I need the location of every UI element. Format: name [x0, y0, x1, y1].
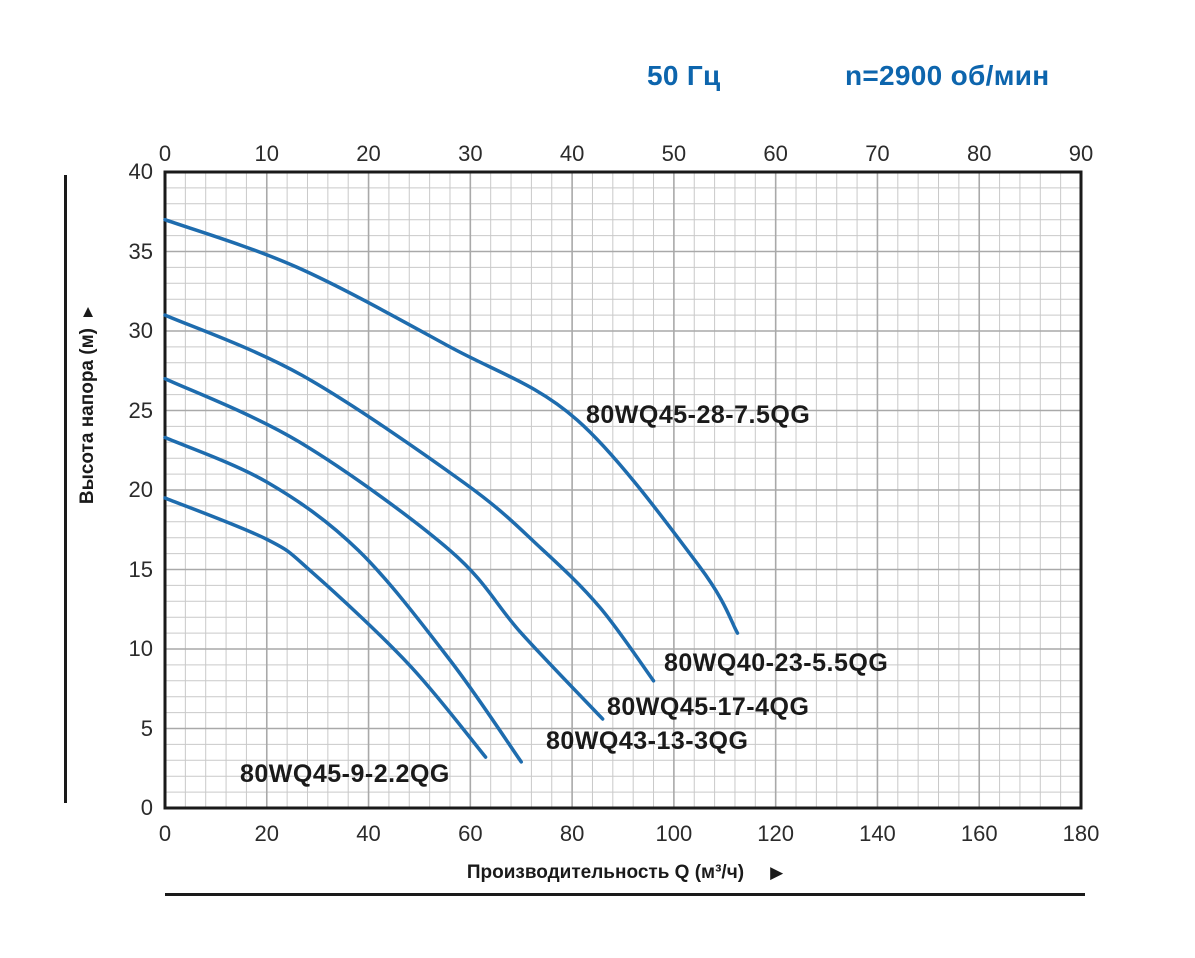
top-axis-tick: 60: [763, 141, 788, 166]
top-axis-tick: 70: [865, 141, 890, 166]
left-axis-tick: 35: [128, 238, 153, 264]
top-axis-tick: 10: [254, 141, 280, 166]
rotation-speed-label: n=2900 об/мин: [845, 60, 1050, 91]
left-axis-tick: 10: [128, 636, 153, 661]
x-axis-rule: [165, 893, 1085, 896]
bottom-axis-tick: 0: [158, 821, 172, 846]
bottom-axis-tick: 120: [757, 821, 795, 846]
x-axis-title-block: Производительность Q (м³/ч) ▶: [165, 862, 1085, 884]
curve-label: 80WQ45-28-7.5QG: [586, 401, 811, 429]
top-axis-tick: 40: [559, 141, 585, 166]
grid-major-lines: [165, 172, 1081, 808]
left-axis-tick: 40: [128, 159, 153, 184]
pump-curve: [163, 376, 605, 721]
bottom-axis-tick: 180: [1062, 821, 1100, 846]
bottom-axis-tick: 140: [859, 821, 896, 846]
top-axis-tick: 50: [661, 141, 687, 166]
bottom-axis-tick: 40: [356, 821, 381, 846]
left-axis-tick: 30: [128, 318, 153, 343]
y-axis-title-block: ▲ Высота напора (м): [68, 302, 108, 504]
top-axis-tick: 0: [158, 141, 172, 166]
left-axis-tick: 5: [140, 715, 153, 741]
curve-label: 80WQ40-23-5.5QG: [664, 649, 889, 677]
left-axis-tick: 20: [128, 477, 153, 502]
bottom-axis-tick: 20: [254, 821, 280, 846]
top-axis-tick: 80: [966, 141, 992, 166]
pump-curve: [163, 313, 656, 683]
pump-curves: [163, 217, 740, 764]
pump-curve: [163, 496, 488, 759]
bottom-axis-tick: 80: [559, 821, 585, 846]
bottom-axis-tick: 160: [960, 821, 998, 846]
left-axis-tick: 25: [128, 397, 153, 423]
up-arrow-icon: ▲: [79, 302, 97, 321]
pump-curve: [163, 435, 523, 764]
pump-curve: [163, 217, 740, 635]
bottom-axis-tick: 60: [458, 821, 483, 846]
x-axis-title: Производительность Q (м³/ч): [466, 862, 745, 883]
y-axis-rule: [64, 175, 67, 803]
left-axis-tick: 0: [140, 795, 153, 820]
bottom-axis-tick: 100: [655, 821, 693, 846]
left-axis-tick: 15: [128, 556, 153, 582]
top-axis-tick: 30: [458, 141, 483, 166]
top-axis-tick: 20: [356, 141, 381, 166]
curve-label: 80WQ45-9-2.2QG: [240, 760, 450, 788]
top-axis-tick: 90: [1068, 141, 1094, 166]
frequency-label: 50 Гц: [647, 60, 721, 91]
right-arrow-icon: ▶: [770, 863, 784, 882]
plot-border: [163, 170, 1083, 810]
curve-label: 80WQ45-17-4QG: [607, 693, 810, 721]
curve-label: 80WQ43-13-3QG: [546, 727, 749, 755]
